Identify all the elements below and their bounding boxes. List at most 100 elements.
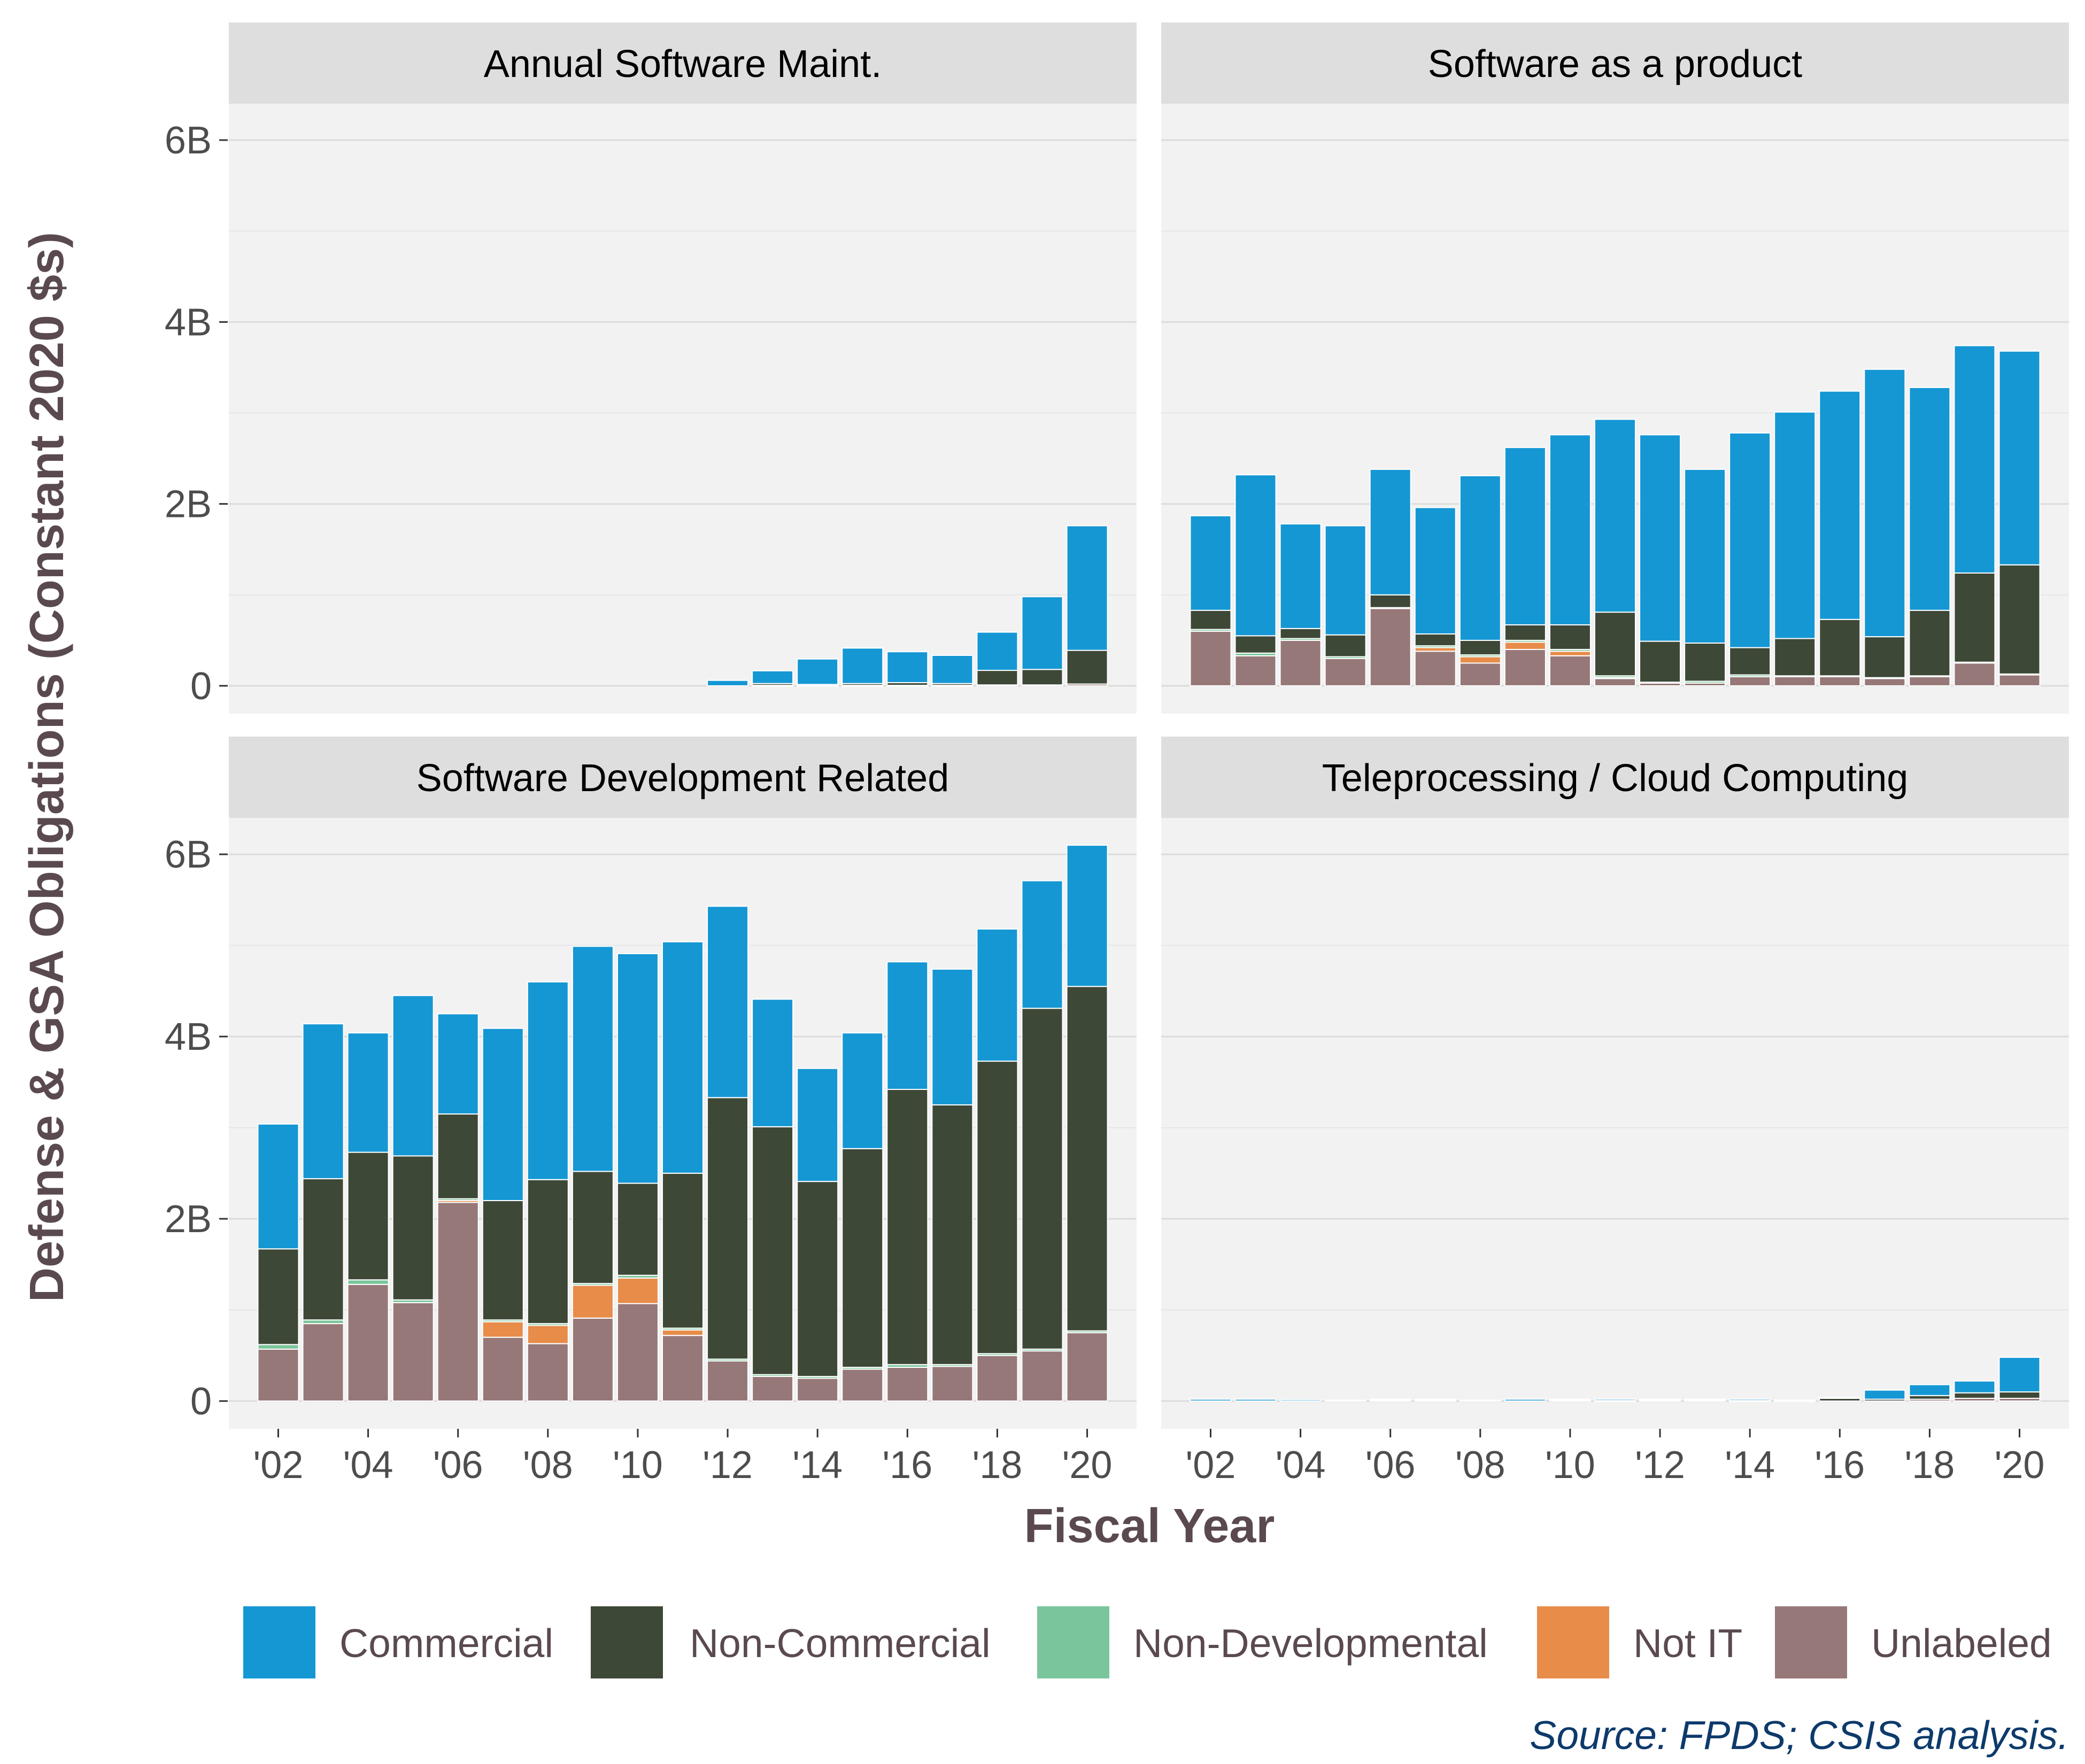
- legend-item-unlabeled: Unlabeled: [1775, 1606, 2052, 1678]
- bar-segment-not-it-2007: [482, 1321, 524, 1338]
- bar-segment-commercial-2018: [976, 928, 1018, 1062]
- bar-segment-unlabeled-2003: [302, 1323, 344, 1402]
- x-tick-label: '16: [1814, 1444, 1865, 1487]
- bar-segment-unlabeled-2005: [392, 1302, 434, 1402]
- bar-segment-non-commercial-2008: [527, 1179, 569, 1325]
- bar-segment-commercial-2005: [392, 995, 434, 1157]
- bar-segment-not-it-2009: [572, 1285, 614, 1319]
- bar-segment-commercial-2010: [616, 953, 659, 1184]
- bar-segment-commercial-2014: [1729, 1398, 1771, 1402]
- source-caption: Source: FPDS; CSIS analysis.: [1530, 1713, 2069, 1758]
- x-tick-label: '02: [1186, 1444, 1236, 1487]
- x-tick-label: '12: [1635, 1444, 1685, 1487]
- x-tick-label: '14: [1725, 1444, 1775, 1487]
- bar-segment-non-commercial-2019: [1953, 572, 1996, 663]
- bar-segment-commercial-2008: [1459, 475, 1501, 641]
- bar-segment-commercial-2006: [437, 1013, 479, 1115]
- bar-segment-commercial-2018: [1909, 1384, 1951, 1396]
- bar-segment-unlabeled-2006: [437, 1202, 479, 1402]
- facet-strip: [1161, 737, 2069, 818]
- bar-segment-unlabeled-2016: [886, 1366, 929, 1402]
- bar-segment-non-commercial-2012: [1639, 640, 1681, 683]
- legend-swatch: [243, 1606, 315, 1678]
- bar-segment-commercial-2002: [1190, 515, 1232, 611]
- bar-segment-unlabeled-2020: [1998, 674, 2041, 687]
- bar-segment-commercial-2003: [1234, 1398, 1277, 1402]
- bar-segment-unlabeled-2005: [1324, 657, 1366, 686]
- bar-segment-unlabeled-2011: [1594, 678, 1636, 686]
- bar-segment-unlabeled-2017: [1864, 678, 1906, 686]
- bar-segment-commercial-2011: [1594, 419, 1636, 613]
- legend-item-non-commercial: Non-Commercial: [591, 1606, 991, 1678]
- bar-segment-commercial-2004: [347, 1032, 389, 1153]
- bar-segment-commercial-2019: [1021, 880, 1063, 1009]
- bar-segment-non-commercial-2002: [257, 1248, 299, 1345]
- x-tick-label: '14: [792, 1444, 843, 1487]
- bar-segment-non-commercial-2018: [976, 1061, 1018, 1355]
- bar-segment-commercial-2016: [1819, 390, 1861, 620]
- bar-segment-commercial-2010: [1549, 1398, 1591, 1401]
- bar-segment-non-commercial-2011: [662, 1172, 704, 1329]
- bar-segment-unlabeled-2008: [527, 1343, 569, 1402]
- bar-segment-commercial-2014: [797, 658, 839, 685]
- x-tick-label: '10: [1545, 1444, 1595, 1487]
- legend-label: Non-Developmental: [1133, 1621, 1488, 1666]
- bar-segment-commercial-2019: [1953, 1380, 1996, 1394]
- bar-segment-commercial-2014: [797, 1067, 839, 1182]
- bar-segment-non-commercial-2010: [616, 1182, 659, 1276]
- bar-segment-non-commercial-2005: [392, 1155, 434, 1301]
- bar-segment-non-commercial-2013: [1684, 643, 1726, 682]
- bar-segment-commercial-2019: [1021, 596, 1063, 670]
- bar-segment-non-commercial-2010: [1549, 624, 1591, 650]
- x-tick-label: '02: [253, 1444, 304, 1487]
- bar-segment-not-it-2011: [662, 1329, 704, 1336]
- bar-segment-commercial-2008: [527, 981, 569, 1180]
- panel-background: [229, 104, 1137, 714]
- bar-segment-non-commercial-2006: [437, 1113, 479, 1200]
- bar-segment-non-commercial-2018: [976, 670, 1018, 686]
- legend-swatch: [1537, 1606, 1609, 1678]
- bar-segment-not-it-2010: [616, 1277, 659, 1304]
- bar-segment-commercial-2019: [1953, 345, 1996, 574]
- bar-segment-non-commercial-2020: [1998, 564, 2041, 675]
- bar-segment-commercial-2013: [752, 670, 794, 684]
- bar-segment-unlabeled-2019: [1021, 1350, 1063, 1402]
- bar-segment-commercial-2017: [1864, 368, 1906, 638]
- x-tick-label: '18: [972, 1444, 1022, 1487]
- legend-label: Commercial: [339, 1621, 553, 1666]
- bar-segment-non-commercial-2011: [1594, 612, 1636, 677]
- bar-segment-commercial-2007: [1414, 1398, 1456, 1401]
- facet-software-development-related: Software Development Related: [229, 737, 1137, 1429]
- bar-segment-non-commercial-2002: [1190, 609, 1232, 630]
- panel-background: [1161, 818, 2069, 1429]
- bar-segment-commercial-2015: [1774, 411, 1816, 639]
- bar-segment-commercial-2020: [1998, 1357, 2041, 1392]
- bar-segment-commercial-2007: [1414, 507, 1456, 635]
- facet-software-as-a-product: Software as a product: [1161, 22, 2069, 714]
- bar-segment-not-it-2009: [1504, 641, 1546, 650]
- facet-title: Teleprocessing / Cloud Computing: [1322, 757, 1909, 800]
- bar-segment-unlabeled-2007: [1414, 651, 1456, 686]
- bar-segment-non-commercial-2018: [1909, 609, 1951, 677]
- bar-segment-non-commercial-2012: [707, 1097, 749, 1360]
- bar-segment-unlabeled-2016: [1819, 676, 1861, 686]
- facet-annual-software-maint: Annual Software Maint.: [229, 22, 1137, 714]
- bar-segment-unlabeled-2002: [257, 1348, 299, 1402]
- y-tick-label: 6B: [165, 119, 212, 162]
- bar-segment-non-commercial-2019: [1021, 669, 1063, 686]
- bar-segment-commercial-2017: [931, 654, 974, 684]
- bar-segment-non-commercial-2014: [1729, 647, 1771, 676]
- facet-title: Software as a product: [1428, 43, 1802, 86]
- bar-segment-commercial-2009: [572, 946, 614, 1172]
- bar-segment-unlabeled-2009: [572, 1317, 614, 1402]
- x-axes: '02 '04 '06 '08 '10 '12 '14 '16 '18 '20 '02 '04 '06 '…: [253, 1429, 2044, 1487]
- facet-strip: [229, 737, 1137, 818]
- bar-segment-commercial-2012: [707, 679, 749, 687]
- bar-segment-unlabeled-2019: [1953, 662, 1996, 686]
- bar-segment-commercial-2015: [841, 1032, 884, 1149]
- legend-item-commercial: Commercial: [243, 1606, 553, 1678]
- bar-segment-non-commercial-2016: [886, 1088, 929, 1365]
- x-axis-title: Fiscal Year: [1024, 1499, 1275, 1553]
- bar-segment-non-commercial-2017: [931, 1104, 974, 1365]
- bar-segment-unlabeled-2018: [976, 1355, 1018, 1402]
